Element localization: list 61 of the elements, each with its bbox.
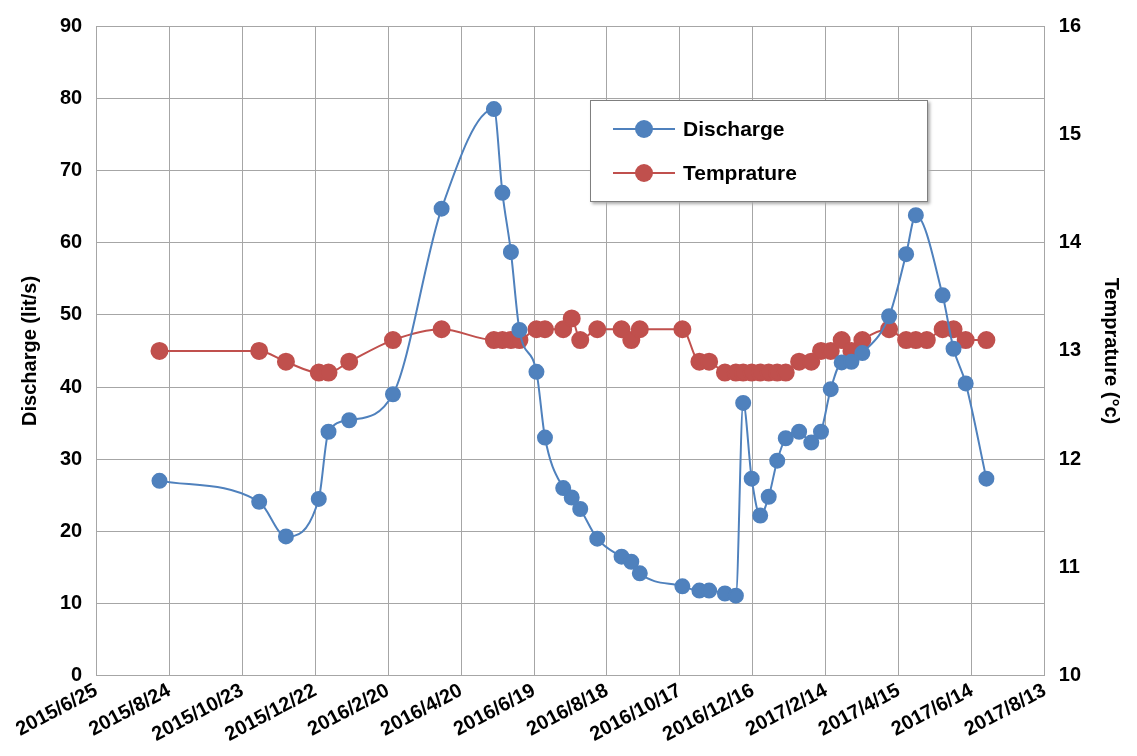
point (934, 287, 951, 304)
y2-tick-label: 15 (1058, 121, 1081, 144)
point (494, 184, 511, 201)
point (674, 578, 691, 595)
y-tick-label: 10 (60, 591, 83, 614)
point (631, 565, 648, 582)
y2-tick-label: 10 (1058, 663, 1081, 686)
point (907, 207, 924, 224)
point (511, 321, 528, 338)
point (769, 452, 786, 469)
legend-label: Temprature (683, 161, 797, 185)
y-tick-label: 80 (60, 85, 83, 108)
legend-label: Discharge (683, 117, 785, 141)
y-tick-label: 40 (60, 374, 83, 397)
point (791, 423, 808, 440)
y-tick-label: 20 (60, 518, 83, 541)
point (854, 345, 871, 362)
y2-tick-label: 13 (1058, 338, 1081, 361)
y2-tick-label: 11 (1058, 555, 1080, 578)
y2-tick-label: 12 (1058, 446, 1081, 469)
y2-tick-label: 14 (1058, 230, 1082, 253)
point (803, 434, 820, 451)
point (277, 528, 294, 545)
point (735, 394, 752, 411)
point (502, 243, 519, 260)
point (752, 507, 769, 524)
point (320, 423, 337, 440)
point (743, 470, 760, 487)
y-tick-label: 0 (71, 663, 83, 686)
point (485, 101, 502, 118)
point (536, 429, 553, 446)
y-tick-label: 30 (60, 446, 83, 469)
point (978, 470, 995, 487)
point (528, 363, 545, 380)
point (384, 386, 401, 403)
point (881, 308, 898, 325)
point (572, 501, 589, 518)
point (589, 530, 606, 547)
point (433, 200, 450, 217)
point (310, 490, 327, 507)
point (945, 340, 962, 357)
point (563, 489, 580, 506)
point (623, 553, 640, 570)
y-tick-label: 50 (60, 302, 83, 325)
y2-axis-title: Temprature (°c) (1101, 277, 1124, 425)
y-axis-title: Discharge (lit/s) (17, 275, 40, 426)
point (813, 423, 829, 440)
point (555, 480, 572, 497)
y-tick-label: 60 (60, 230, 83, 253)
point (957, 375, 974, 392)
point (777, 430, 794, 447)
point (898, 246, 915, 263)
y2-tick-label: 16 (1058, 13, 1081, 36)
point (151, 472, 168, 489)
point (727, 587, 744, 604)
y-tick-label: 90 (60, 13, 83, 36)
y-tick-label: 70 (60, 157, 83, 180)
point (822, 381, 839, 398)
point (341, 412, 358, 429)
point (760, 488, 777, 505)
point (251, 493, 268, 510)
